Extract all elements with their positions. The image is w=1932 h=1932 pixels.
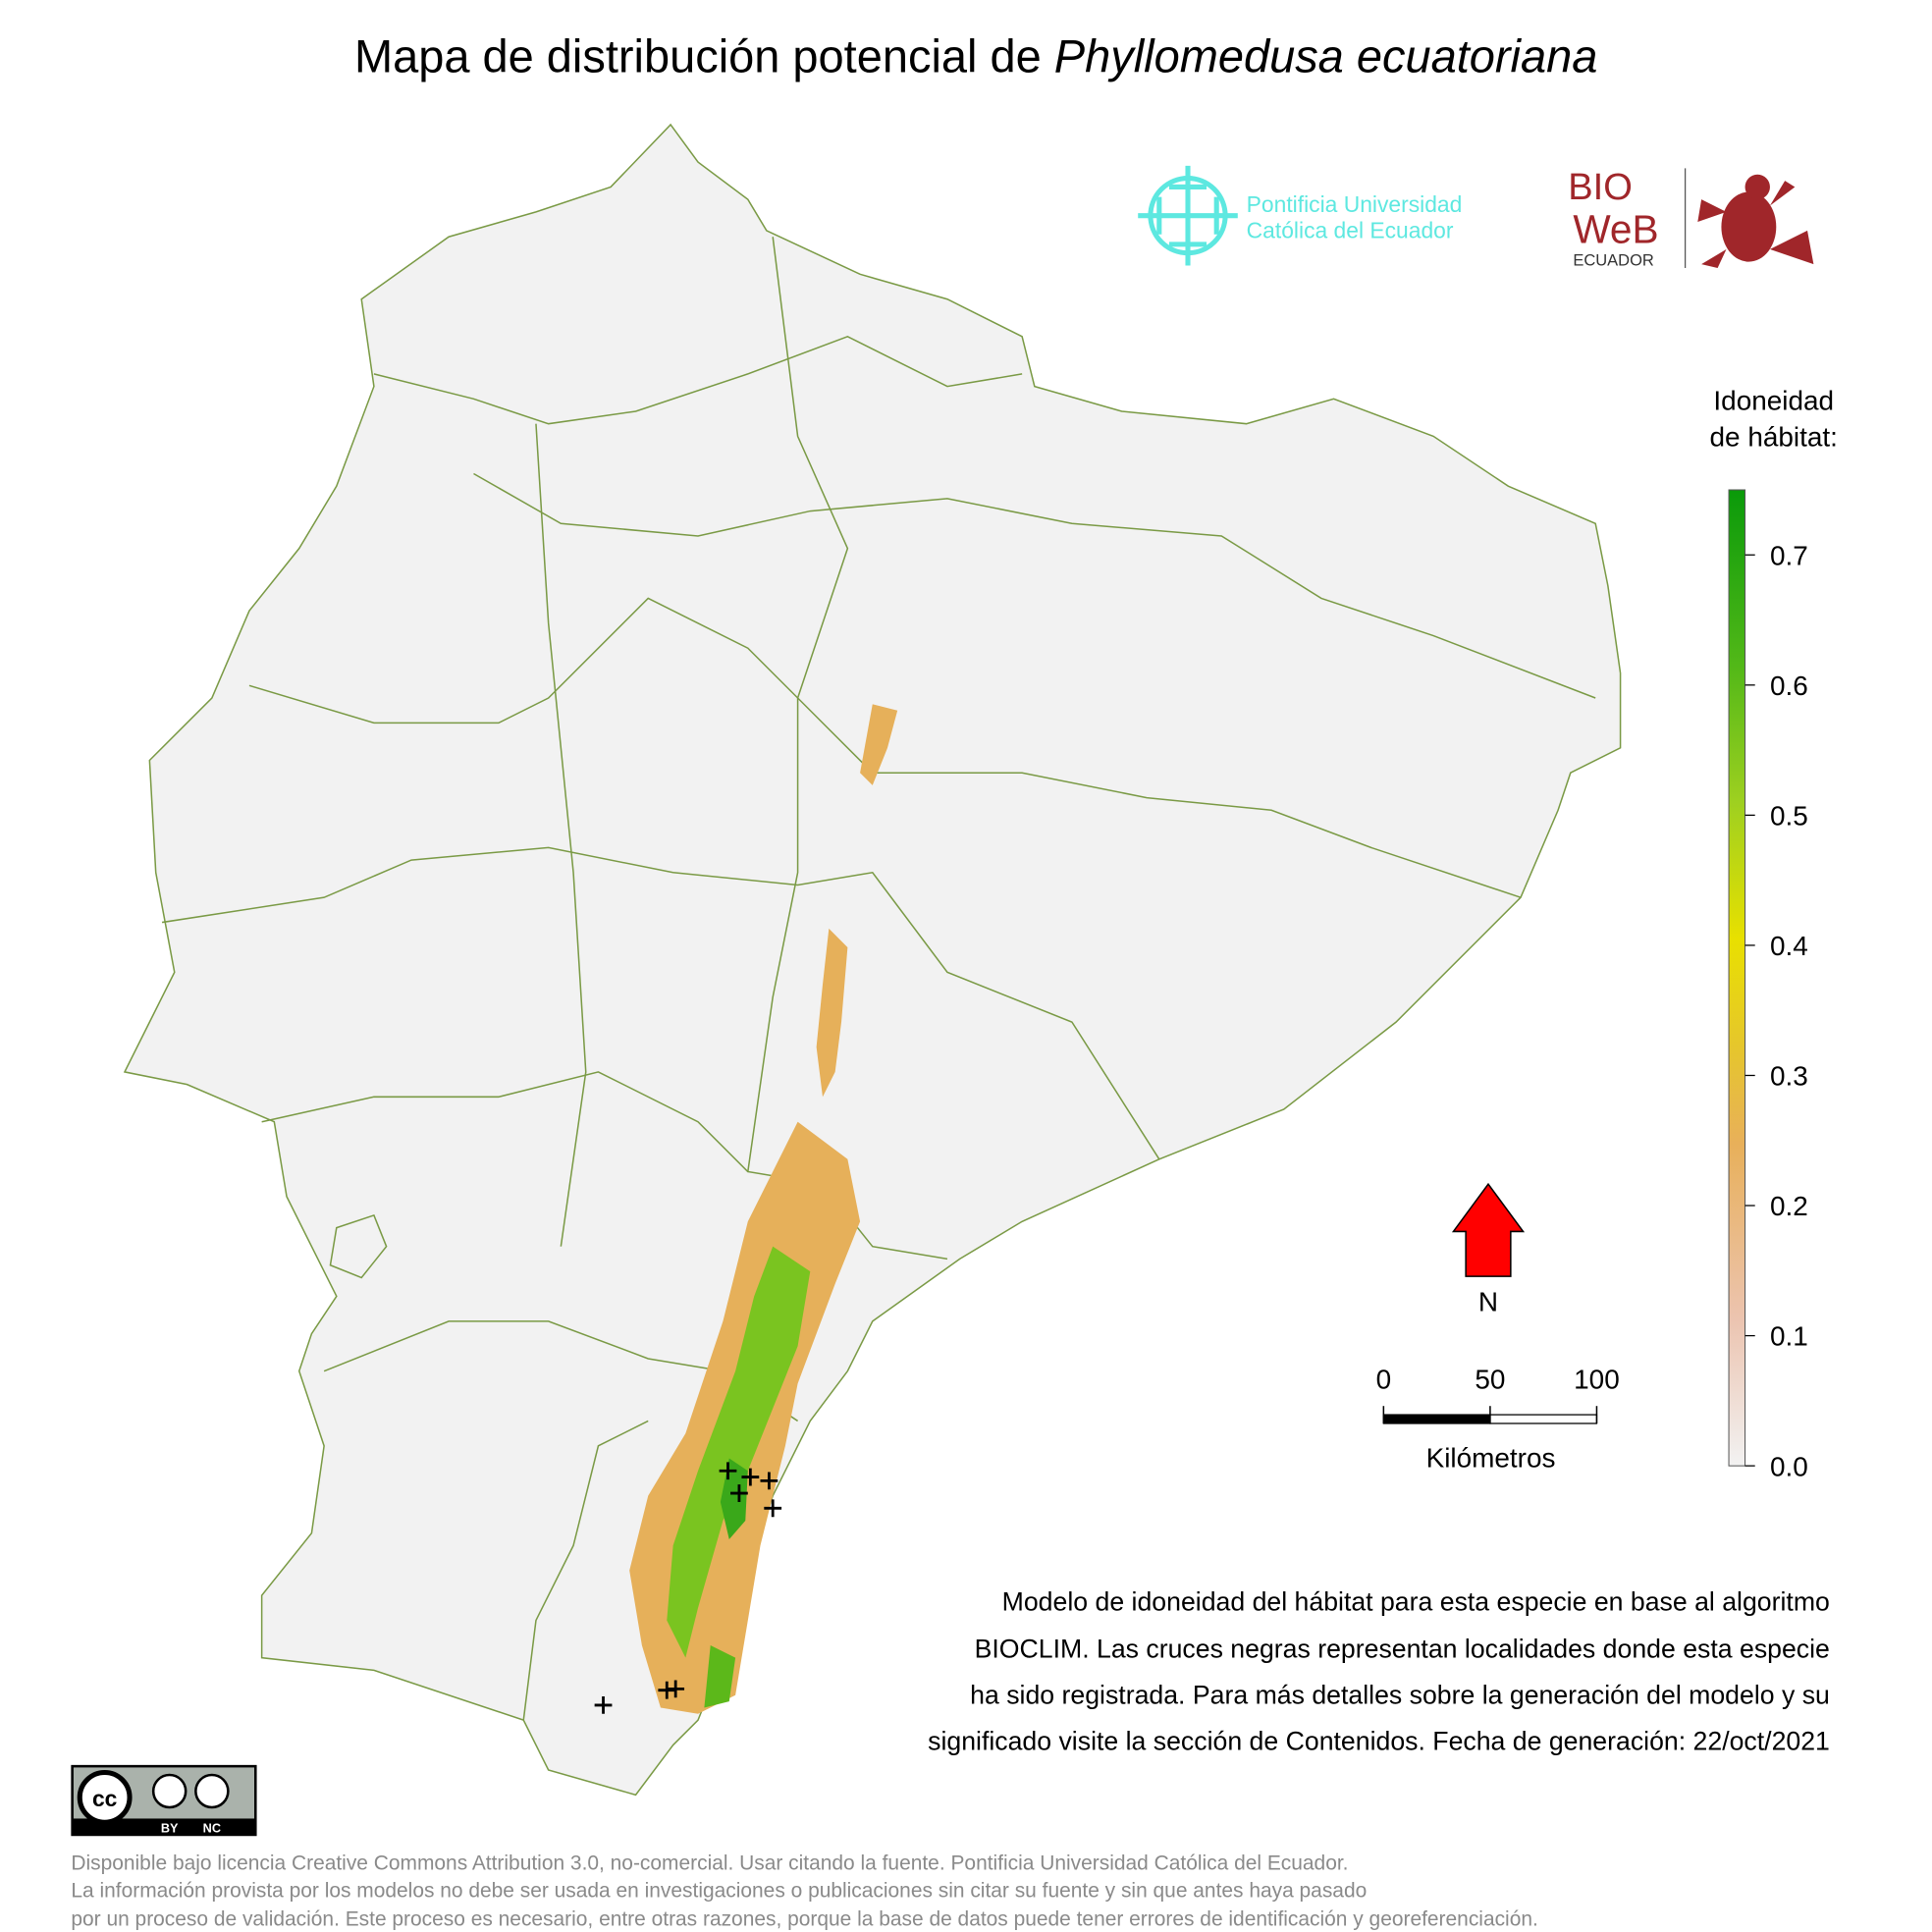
legend-tick-label: 0.2 (1770, 1191, 1808, 1221)
province-line (161, 846, 1160, 1160)
legend-colorbar (1728, 489, 1746, 1467)
suitability-low (860, 704, 898, 785)
scale-segment (1489, 1414, 1598, 1424)
puce-name: Católica del Ecuador (1247, 218, 1454, 243)
province-line (473, 472, 1596, 699)
country-map (123, 123, 1622, 1797)
description-line: Modelo de idoneidad del hábitat para est… (1002, 1586, 1830, 1616)
province-line (522, 1420, 649, 1721)
scale-tick-label: 50 (1475, 1364, 1505, 1394)
province-line (373, 335, 1023, 425)
occurrence (741, 1468, 760, 1486)
bioweb-sub: ECUADOR (1573, 251, 1654, 269)
license-line: Disponible bajo licencia Creative Common… (71, 1852, 1348, 1875)
title: Mapa de distribución potencial de Phyllo… (354, 30, 1597, 82)
occurrence (730, 1484, 748, 1502)
nc-icon (194, 1773, 230, 1809)
scale-tick-label: 100 (1574, 1364, 1620, 1394)
puce-icon (1138, 165, 1238, 266)
occurrence (764, 1499, 782, 1518)
badge-label: NC (203, 1821, 221, 1835)
legend-tick-label: 0.6 (1770, 671, 1808, 701)
cc-icon-text: cc (92, 1786, 118, 1811)
suitability-mid (667, 1246, 811, 1658)
license: Disponible bajo licencia Creative Common… (71, 1852, 1537, 1931)
north-arrow-shape (1451, 1182, 1526, 1277)
suitability-layer (629, 704, 898, 1714)
bioweb-web: WeB (1573, 207, 1658, 252)
license-line: La información provista por los modelos … (71, 1879, 1367, 1902)
occurrence (667, 1680, 685, 1698)
north-arrow: N (1451, 1182, 1526, 1317)
puce-logo: Pontificia Universidad Católica del Ecua… (1138, 165, 1463, 266)
description: Modelo de idoneidad del hábitat para est… (928, 1586, 1830, 1755)
description-line: BIOCLIM. Las cruces negras representan l… (975, 1635, 1830, 1664)
cc-badge: cc BY NC (71, 1764, 257, 1837)
title-species: Phyllomedusa ecuatoriana (1054, 30, 1598, 82)
scale-tick-label: 0 (1376, 1364, 1392, 1394)
license-line: por un proceso de validación. Este proce… (71, 1908, 1537, 1931)
title-plain: Mapa de distribución potencial de (354, 30, 1054, 82)
legend-tick-label: 0.1 (1770, 1321, 1808, 1352)
description-line: ha sido registrada. Para más detalles so… (970, 1681, 1830, 1710)
description-line: significado visite la sección de Conteni… (928, 1727, 1830, 1756)
cc-icon (77, 1769, 133, 1825)
occurrence (760, 1472, 778, 1490)
badge-label: BY (161, 1821, 179, 1835)
north-label: N (1478, 1287, 1498, 1317)
occurrence-crosses (594, 1462, 782, 1714)
suitability-mid (704, 1644, 736, 1708)
legend-tick-label: 0.5 (1770, 801, 1808, 832)
legend-title: de hábitat: (1710, 422, 1838, 453)
scale-unit: Kilómetros (1426, 1442, 1556, 1473)
occurrence (594, 1696, 613, 1714)
island (329, 1213, 388, 1279)
frog-icon (1697, 174, 1814, 268)
legend: Idoneidad de hábitat: 0.0 0.1 0.2 0.3 0.4 0.5… (1710, 386, 1838, 1482)
province-line (747, 237, 849, 1172)
scale-segment (1382, 1414, 1491, 1424)
ecuador-outline (123, 123, 1622, 1797)
by-icon (151, 1773, 188, 1809)
occurrence (719, 1462, 737, 1480)
bioweb-bio: BIO (1568, 167, 1633, 208)
scale-bar: Kilómetros 0 50 100 (1376, 1364, 1620, 1473)
cc-badge-strip (72, 1818, 256, 1835)
province-line (535, 423, 587, 1247)
suitability-low (816, 928, 848, 1098)
legend-ticks: 0.0 0.1 0.2 0.3 0.4 0.5 0.6 0.7 (1744, 540, 1808, 1481)
legend-tick-label: 0.3 (1770, 1061, 1808, 1092)
legend-tick-label: 0.7 (1770, 540, 1808, 570)
legend-title: Idoneidad (1713, 386, 1834, 416)
puce-name: Pontificia Universidad (1247, 191, 1463, 217)
legend-tick-label: 0.0 (1770, 1451, 1808, 1481)
legend-tick-label: 0.4 (1770, 931, 1808, 961)
bioweb-logo: BIO WeB ECUADOR (1568, 167, 1814, 269)
